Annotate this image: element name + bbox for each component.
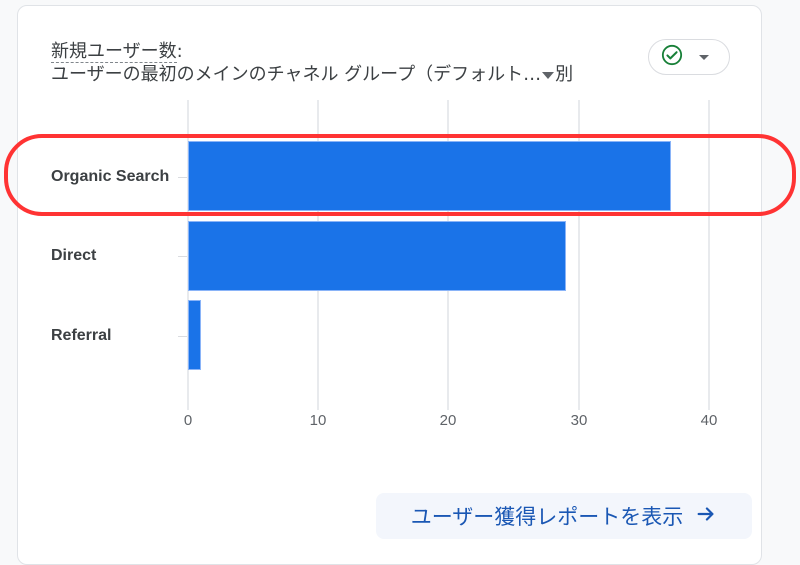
view-user-acquisition-report-link[interactable]: ユーザー獲得レポートを表示 <box>376 493 752 539</box>
title-suffix: 別 <box>555 64 574 85</box>
check-circle-icon <box>661 44 683 71</box>
chevron-down-icon <box>699 54 709 60</box>
x-tick: 20 <box>439 412 457 429</box>
bar-chart: 0 10 20 30 40 Organic Search Direct Refe… <box>51 100 718 429</box>
category-label: Organic Search <box>51 168 170 185</box>
category-label: Direct <box>51 247 97 264</box>
arrow-right-icon <box>695 503 717 530</box>
dimension-name[interactable]: ユーザーの最初のメインのチャネル グループ（デフォルト… <box>51 64 542 85</box>
comparison-chip-button[interactable] <box>648 39 730 75</box>
gridline-30 <box>578 100 580 410</box>
category-tick <box>178 177 187 178</box>
x-tick: 10 <box>309 412 327 429</box>
dimension-dropdown-icon[interactable] <box>542 71 555 79</box>
x-tick: 30 <box>570 412 588 429</box>
bar-organic-search[interactable] <box>188 141 671 211</box>
category-tick <box>178 336 187 337</box>
card-title: 新規ユーザー数: ユーザーの最初のメインのチャネル グループ（デフォルト… 別 <box>51 40 573 86</box>
gridline-40 <box>708 100 710 410</box>
category-tick <box>178 256 187 257</box>
title-separator: : <box>176 41 183 62</box>
metric-name[interactable]: 新規ユーザー数 <box>51 41 177 63</box>
dimension-line: ユーザーの最初のメインのチャネル グループ（デフォルト… 別 <box>51 63 573 86</box>
x-tick: 0 <box>183 412 193 429</box>
category-label: Referral <box>51 327 112 344</box>
bar-direct[interactable] <box>188 221 566 291</box>
report-link-label: ユーザー獲得レポートを表示 <box>410 505 684 529</box>
x-tick: 40 <box>700 412 718 429</box>
bar-referral[interactable] <box>188 300 201 370</box>
